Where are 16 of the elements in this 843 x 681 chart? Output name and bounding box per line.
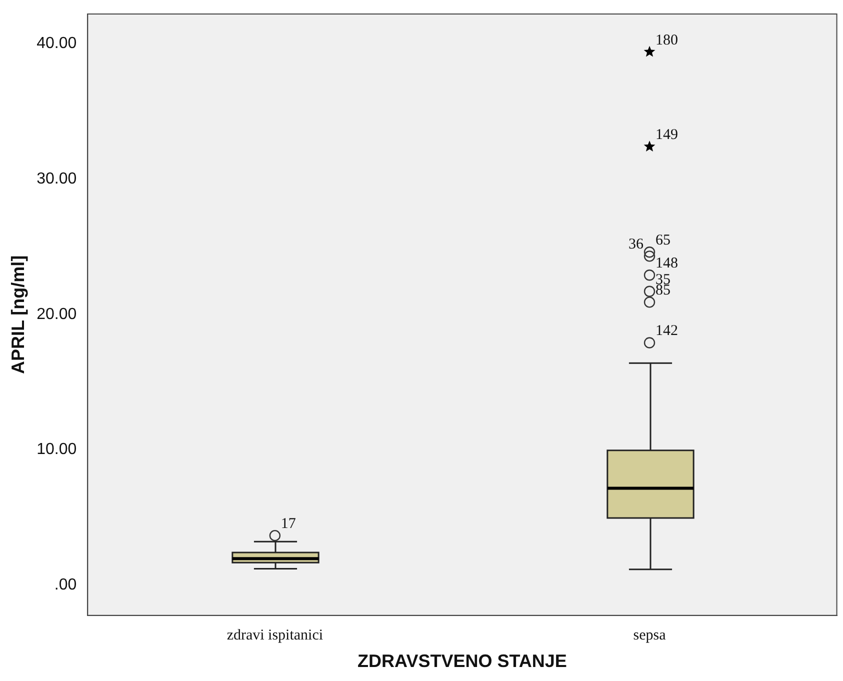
x-tick-label: zdravi ispitanici: [226, 627, 324, 644]
annotation: 17: [280, 516, 296, 532]
annotation: 65: [656, 232, 671, 249]
annotation: 149: [656, 127, 678, 144]
annotation: 142: [656, 323, 678, 340]
y-tick-label: 10.00: [36, 441, 77, 458]
y-tick-label: 30.00: [36, 170, 77, 188]
y-axis-title: APRIL [ng/ml]: [8, 255, 28, 374]
y-tick-label: 20.00: [36, 306, 77, 323]
annotation: 180: [656, 32, 678, 48]
annotation: 36: [628, 236, 644, 253]
y-tick-label: .00: [54, 576, 77, 594]
annotation: 148: [656, 256, 678, 272]
x-tick-label: sepsa: [633, 627, 666, 644]
y-tick-label: 40.00: [36, 35, 77, 52]
x-axis-title: ZDRAVSTVENO STANJE: [358, 651, 567, 672]
